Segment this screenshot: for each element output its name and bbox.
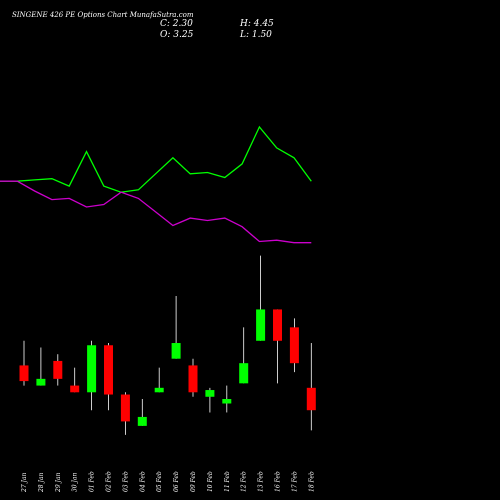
- candle-body: [205, 390, 215, 397]
- candle-body: [36, 378, 46, 386]
- x-tick-label: 12 Feb: [241, 471, 248, 492]
- candle-18-feb: [306, 343, 316, 431]
- x-tick-label: 09 Feb: [190, 471, 197, 492]
- candle-body: [239, 363, 249, 384]
- high-value: H: 4.45: [239, 19, 274, 29]
- candle-27-jan: [19, 340, 29, 386]
- x-tick-label: 11 Feb: [224, 471, 231, 492]
- candle-30-jan: [70, 367, 80, 393]
- x-tick-label: 05 Feb: [156, 471, 163, 492]
- candle-04-feb: [137, 399, 147, 426]
- candle-body: [154, 387, 164, 393]
- x-tick-label: 30 Jan: [72, 472, 79, 492]
- candle-body: [256, 309, 266, 341]
- x-tick-label: 10 Feb: [207, 471, 214, 492]
- candle-body: [289, 327, 299, 364]
- candle-body: [120, 394, 130, 422]
- candle-16-feb: [273, 309, 282, 384]
- x-tick-label: 29 Jan: [55, 472, 62, 493]
- indicator-line-1: [0, 125, 312, 193]
- candle-body: [137, 416, 147, 426]
- candle-28-jan: [36, 347, 46, 386]
- indicator-line-2: [0, 180, 312, 244]
- open-value: O: 3.25: [160, 30, 194, 40]
- candle-body: [19, 365, 29, 382]
- candle-body: [273, 309, 282, 341]
- candle-09-feb: [188, 358, 198, 397]
- candles: [19, 255, 316, 435]
- candle-body: [87, 345, 97, 393]
- candle-12-feb: [239, 327, 249, 384]
- x-tick-label: 16 Feb: [275, 471, 282, 492]
- candle-03-feb: [120, 392, 130, 435]
- candle-01-feb: [87, 340, 97, 411]
- candle-13-feb: [256, 255, 266, 341]
- candle-body: [171, 343, 181, 359]
- x-tick-label: 13 Feb: [258, 471, 265, 492]
- chart-title: SINGENE 426 PE Options Chart MunafaSutra…: [12, 11, 194, 19]
- candle-body: [70, 385, 80, 393]
- close-value: C: 2.30: [160, 19, 193, 29]
- x-tick-label: 03 Feb: [122, 471, 129, 492]
- candle-02-feb: [104, 343, 113, 411]
- x-tick-label: 06 Feb: [173, 471, 180, 492]
- candle-11-feb: [222, 385, 232, 413]
- candle-29-jan: [53, 354, 63, 386]
- x-tick-label: 01 Feb: [89, 471, 96, 492]
- candle-10-feb: [205, 387, 215, 413]
- x-tick-label: 02 Feb: [106, 471, 113, 492]
- candle-05-feb: [154, 367, 164, 393]
- candle-body: [104, 345, 113, 395]
- candle-17-feb: [289, 318, 299, 373]
- x-tick-label: 17 Feb: [291, 471, 298, 492]
- candle-body: [188, 365, 198, 393]
- indicator-lines: [0, 125, 312, 244]
- x-tick-label: 27 Jan: [21, 472, 28, 493]
- candle-06-feb: [171, 295, 181, 359]
- x-tick-label: 04 Feb: [139, 471, 146, 492]
- x-tick-label: 28 Jan: [38, 472, 45, 493]
- x-axis-tick-labels: 27 Jan 28 Jan 29 Jan 30 Jan 01 Feb 02 Feb 03 F…: [21, 471, 315, 493]
- low-value: L: 1.50: [239, 30, 272, 40]
- candle-body: [53, 360, 63, 379]
- candle-body: [306, 387, 316, 411]
- x-tick-label: 18 Feb: [308, 471, 315, 492]
- candle-body: [222, 399, 232, 404]
